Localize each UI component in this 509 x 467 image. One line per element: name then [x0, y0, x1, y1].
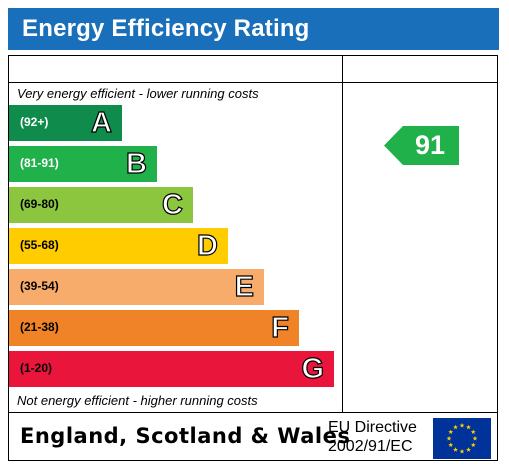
eu-star-icon: [453, 424, 458, 430]
bottom-caption: Not energy efficient - higher running co…: [17, 393, 258, 408]
band-range-label: (92+): [20, 115, 49, 129]
eu-star-icon: [453, 447, 458, 452]
footer-divider: [8, 412, 498, 413]
rating-band-f: (21-38) F: [9, 310, 299, 346]
rating-band-d: (55-68) D: [9, 228, 228, 264]
top-caption: Very energy efficient - lower running co…: [17, 86, 259, 101]
eu-star-icon: [446, 435, 452, 441]
current-rating-arrow: [384, 126, 459, 165]
band-range-label: (39-54): [20, 279, 59, 293]
band-letter: B: [125, 147, 147, 180]
band-letter: F: [271, 311, 290, 344]
band-letter: E: [234, 270, 255, 303]
band-letter: A: [90, 106, 112, 139]
eu-star-icon: [448, 429, 454, 435]
column-divider: [342, 55, 343, 413]
current-rating-value: 91: [414, 130, 446, 160]
band-letter: G: [301, 352, 325, 385]
eu-flag-icon: [433, 418, 491, 459]
eu-star-icon: [466, 424, 471, 430]
eu-star-icon: [466, 447, 471, 452]
directive-line-2: 2002/91/EC: [328, 438, 413, 455]
eu-star-icon: [470, 429, 476, 435]
rating-band-b: (81-91) B: [9, 146, 157, 182]
band-range-label: (21-38): [20, 320, 59, 334]
header-divider: [8, 82, 498, 83]
eu-star-icon: [448, 442, 454, 448]
band-range-label: (69-80): [20, 197, 59, 211]
eu-star-icon: [472, 435, 478, 441]
title-bar: Energy Efficiency Rating: [8, 8, 499, 50]
arrow-left-icon: [384, 126, 459, 165]
footer-region: England, Scotland & Wales: [20, 424, 351, 448]
band-range-label: (1-20): [20, 361, 53, 375]
rating-band-e: (39-54) E: [9, 269, 264, 305]
rating-band-g: (1-20) G: [9, 351, 334, 387]
band-letter: C: [161, 188, 183, 221]
eu-star-icon: [459, 422, 465, 428]
band-range-label: (55-68): [20, 238, 59, 252]
eu-star-icon: [459, 448, 465, 454]
page-title: Energy Efficiency Rating: [22, 15, 310, 42]
band-range-label: (81-91): [20, 156, 59, 170]
eu-star-icon: [470, 442, 476, 448]
directive-line-1: EU Directive: [328, 419, 417, 436]
band-letter: D: [196, 229, 218, 262]
rating-band-c: (69-80) C: [9, 187, 193, 223]
chart-frame: [8, 55, 498, 461]
rating-band-a: (92+) A: [9, 105, 122, 141]
